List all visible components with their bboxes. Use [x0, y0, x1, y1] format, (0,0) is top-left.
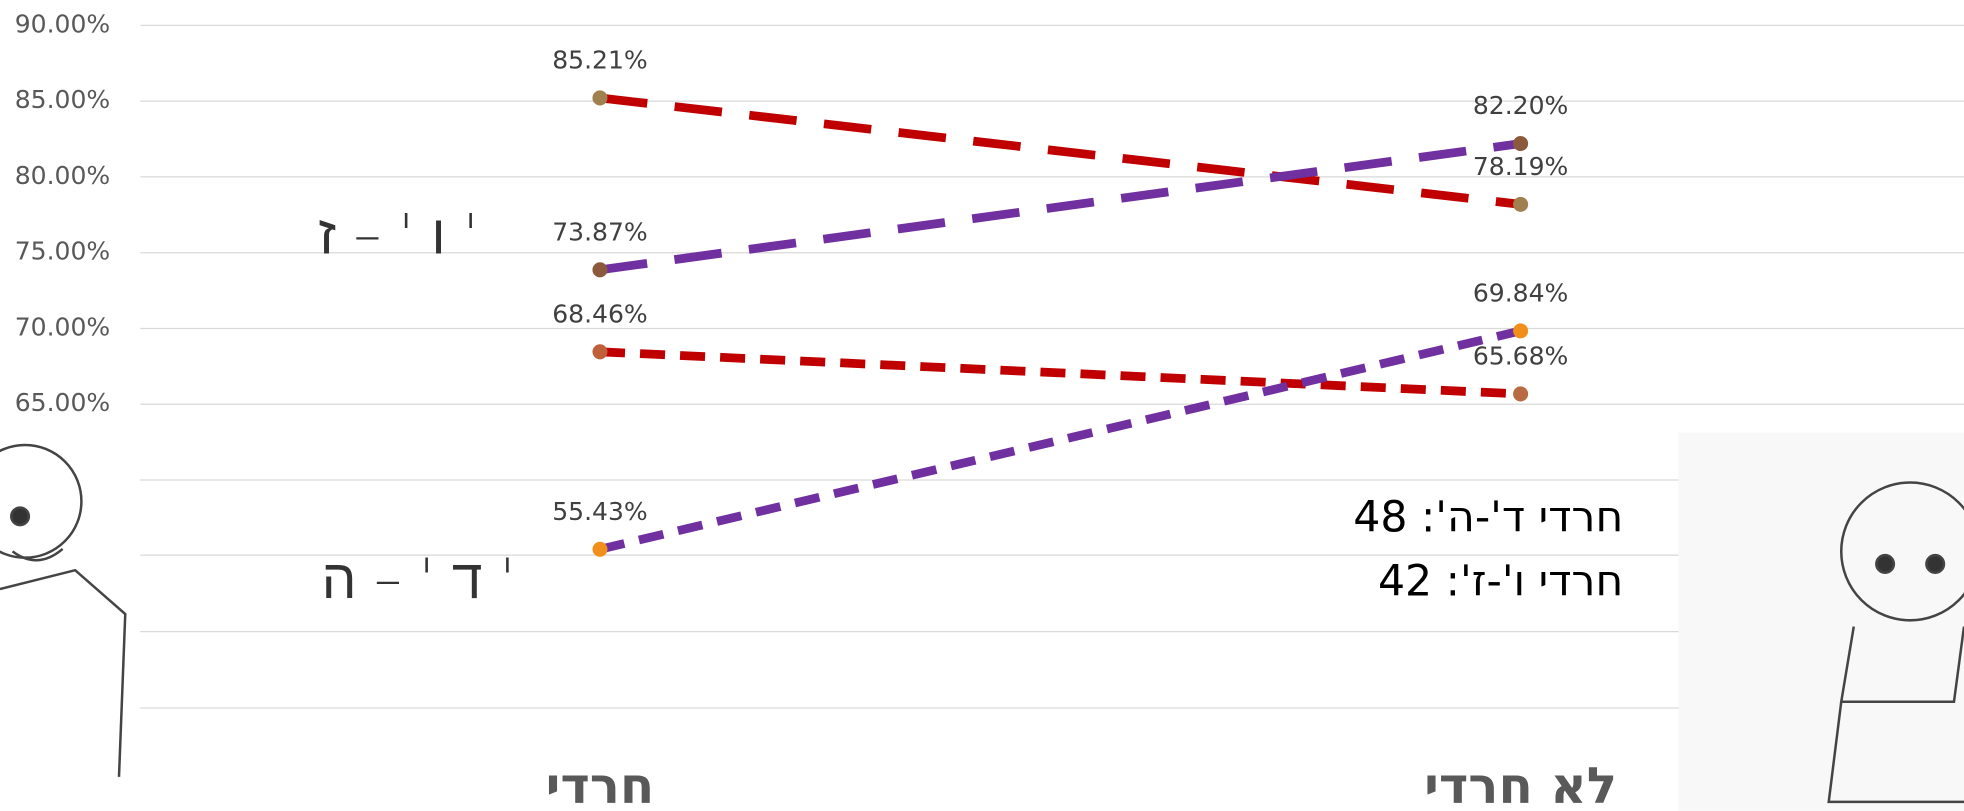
point — [1513, 323, 1529, 339]
x-tick-label: לא חרדי — [1424, 756, 1617, 811]
annotation: חרדי ד'-ה': 48 — [1353, 493, 1623, 543]
point — [1513, 196, 1529, 212]
point — [1513, 136, 1529, 152]
grid — [140, 24, 1964, 709]
lines — [592, 90, 1529, 557]
point — [592, 344, 608, 360]
y-tick-label: 65.00% — [15, 388, 111, 417]
value-label: 85.21% — [552, 46, 648, 75]
value-label: 69.84% — [1473, 279, 1569, 308]
y-tick-label: 70.00% — [15, 312, 111, 341]
point — [592, 262, 608, 278]
value-label: 82.20% — [1473, 91, 1569, 120]
value-label: 55.43% — [552, 497, 648, 526]
annotation: חרדי ו'-ז': 42 — [1378, 556, 1623, 606]
series-line — [599, 139, 1522, 275]
boy-illustration — [0, 443, 127, 777]
value-label: 73.87% — [552, 217, 648, 246]
point — [592, 90, 608, 106]
series-line — [599, 93, 1522, 209]
value-label: 65.68% — [1473, 342, 1569, 371]
group-label: ו ' – ז ' — [318, 203, 478, 267]
cover — [1678, 432, 1964, 811]
girl-illustration — [1827, 481, 1964, 804]
point — [592, 541, 608, 557]
point — [1513, 386, 1529, 402]
x-tick-label: חרדי — [546, 756, 655, 811]
value-label: 78.19% — [1473, 152, 1569, 181]
y-tick-label: 90.00% — [15, 9, 111, 38]
series-line — [599, 347, 1521, 399]
cover — [0, 407, 133, 811]
y-tick-label: 75.00% — [15, 237, 111, 266]
y-tick-label: 85.00% — [15, 85, 111, 114]
value-label: 68.46% — [552, 299, 648, 328]
group-label: ד ' – ה ' — [322, 547, 515, 611]
y-tick-label: 80.00% — [15, 161, 111, 190]
